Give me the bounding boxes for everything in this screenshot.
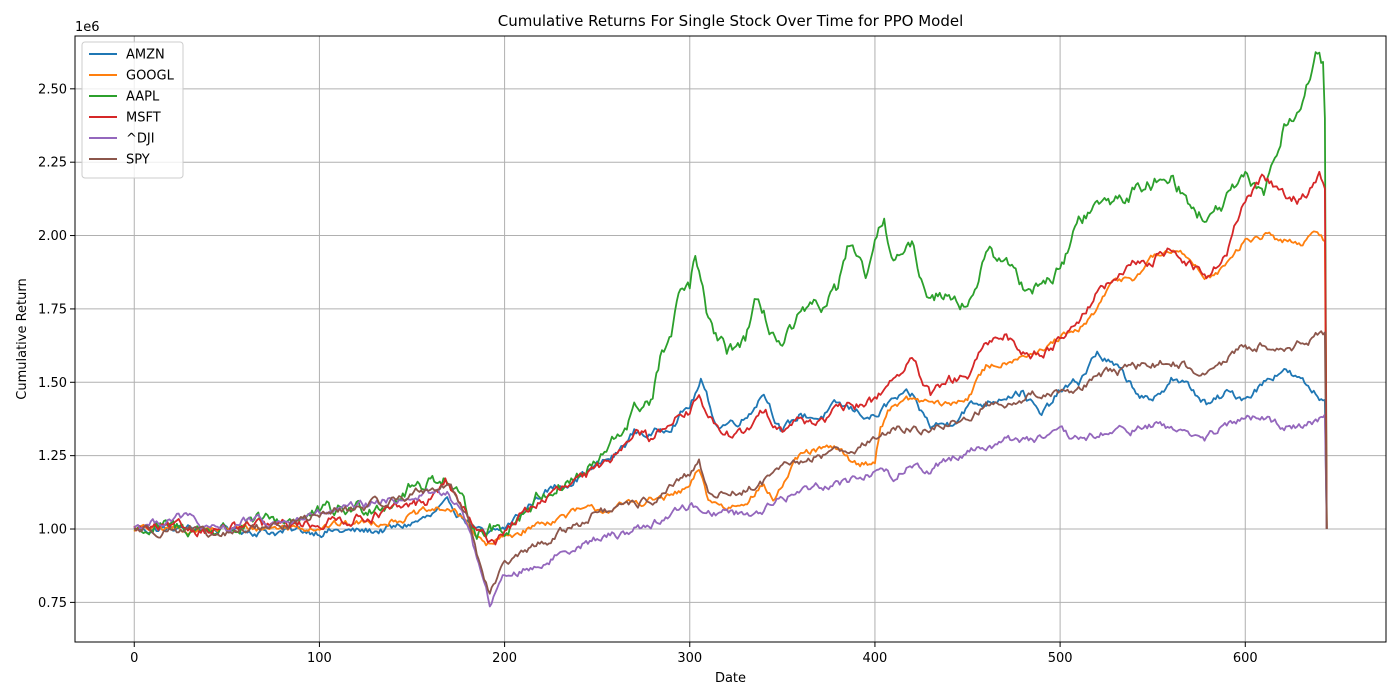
y-tick-label: 2.25 — [38, 156, 67, 171]
y-axis-offset-text: 1e6 — [75, 20, 100, 35]
legend-label: MSFT — [126, 111, 161, 126]
x-tick-label: 0 — [130, 651, 138, 666]
series-line-aapl — [133, 51, 1328, 540]
y-axis-ticks: 0.75 1.00 1.25 1.50 1.75 2.00 2.25 2.50 — [38, 82, 75, 611]
y-tick-label: 2.00 — [38, 229, 67, 244]
y-tick-label: 2.50 — [38, 82, 67, 97]
series-line-amzn — [133, 350, 1328, 539]
y-tick-label: 1.00 — [38, 523, 67, 538]
x-tick-label: 100 — [307, 651, 332, 666]
x-axis-label: Date — [715, 671, 746, 686]
x-tick-label: 600 — [1233, 651, 1258, 666]
legend-label: ^DJI — [126, 132, 155, 147]
plot-frame — [74, 35, 1387, 643]
y-axis-label: Cumulative Return — [15, 278, 30, 399]
x-axis-ticks: 0 100 200 300 400 500 600 — [130, 642, 1258, 666]
x-tick-label: 300 — [677, 651, 702, 666]
series-line-msft — [133, 170, 1328, 546]
x-tick-label: 500 — [1048, 651, 1073, 666]
y-tick-label: 0.75 — [38, 596, 67, 611]
y-tick-label: 1.25 — [38, 449, 67, 464]
series-line-googl — [133, 230, 1328, 547]
series-lines — [133, 51, 1328, 608]
y-tick-label: 1.75 — [38, 302, 67, 317]
series-line-spy — [133, 330, 1328, 595]
legend: AMZN GOOGL AAPL MSFT ^DJI SPY — [81, 41, 184, 179]
legend-label: AAPL — [126, 90, 160, 105]
y-tick-label: 1.50 — [38, 376, 67, 391]
x-tick-label: 400 — [863, 651, 888, 666]
legend-label: GOOGL — [126, 69, 175, 84]
chart-title: Cumulative Returns For Single Stock Over… — [498, 12, 964, 30]
legend-label: SPY — [126, 153, 150, 168]
legend-label: AMZN — [126, 48, 165, 63]
x-tick-label: 200 — [492, 651, 517, 666]
